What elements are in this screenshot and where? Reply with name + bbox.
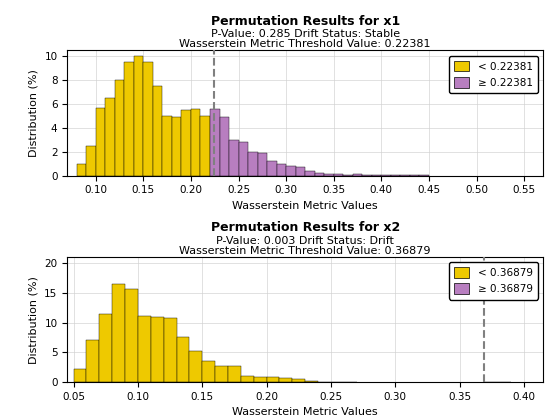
Bar <box>210 109 220 176</box>
Text: Permutation Results for x1: Permutation Results for x1 <box>211 15 400 28</box>
Bar <box>267 377 279 382</box>
Bar <box>258 153 267 176</box>
Bar <box>362 175 372 176</box>
Bar <box>73 369 86 382</box>
Text: P-Value: 0.285 Drift Status: Stable: P-Value: 0.285 Drift Status: Stable <box>211 29 400 39</box>
Bar <box>105 98 115 176</box>
Y-axis label: Distribution (%): Distribution (%) <box>29 276 39 364</box>
Bar <box>153 86 162 176</box>
Bar <box>202 361 215 382</box>
Bar <box>324 174 334 176</box>
Bar <box>200 116 210 176</box>
Bar <box>115 80 124 176</box>
Bar <box>215 365 228 382</box>
Bar <box>176 337 189 382</box>
Bar <box>305 171 315 176</box>
Legend: < 0.22381, ≥ 0.22381: < 0.22381, ≥ 0.22381 <box>449 55 538 93</box>
Bar <box>181 110 191 176</box>
Bar <box>292 379 305 382</box>
Bar <box>162 116 172 176</box>
Bar <box>134 56 143 176</box>
Text: Wasserstein Metric Threshold Value: 0.22381: Wasserstein Metric Threshold Value: 0.22… <box>179 39 431 49</box>
Bar <box>86 340 99 382</box>
Bar <box>279 378 292 382</box>
Bar <box>241 375 254 382</box>
Bar <box>239 142 248 176</box>
Bar <box>353 174 362 176</box>
Bar <box>124 62 134 176</box>
Bar <box>267 161 277 176</box>
Bar <box>296 167 305 176</box>
Bar <box>248 152 258 176</box>
Bar <box>143 62 153 176</box>
Bar <box>254 377 267 382</box>
Bar <box>172 117 181 176</box>
Bar <box>286 166 296 176</box>
Bar <box>99 314 112 382</box>
Bar <box>228 366 241 382</box>
Bar <box>125 289 138 382</box>
Y-axis label: Distribution (%): Distribution (%) <box>29 69 39 157</box>
Bar <box>315 173 324 176</box>
X-axis label: Wasserstein Metric Values: Wasserstein Metric Values <box>232 201 378 211</box>
Legend: < 0.36879, ≥ 0.36879: < 0.36879, ≥ 0.36879 <box>449 262 538 299</box>
Text: P-Value: 0.003 Drift Status: Drift: P-Value: 0.003 Drift Status: Drift <box>216 236 394 246</box>
Bar <box>229 140 239 176</box>
X-axis label: Wasserstein Metric Values: Wasserstein Metric Values <box>232 407 378 417</box>
Bar <box>164 318 176 382</box>
Bar <box>112 284 125 382</box>
Text: Wasserstein Metric Threshold Value: 0.36879: Wasserstein Metric Threshold Value: 0.36… <box>179 246 431 256</box>
Bar <box>372 175 381 176</box>
Bar <box>305 381 318 382</box>
Bar <box>334 174 343 176</box>
Bar <box>151 317 164 382</box>
Bar <box>343 175 353 176</box>
Bar <box>96 108 105 176</box>
Text: Permutation Results for x2: Permutation Results for x2 <box>211 221 400 234</box>
Bar <box>138 316 151 382</box>
Bar <box>86 146 96 176</box>
Bar <box>191 109 200 176</box>
Bar <box>189 351 202 382</box>
Bar <box>220 117 229 176</box>
Bar <box>277 164 286 176</box>
Bar <box>77 164 86 176</box>
